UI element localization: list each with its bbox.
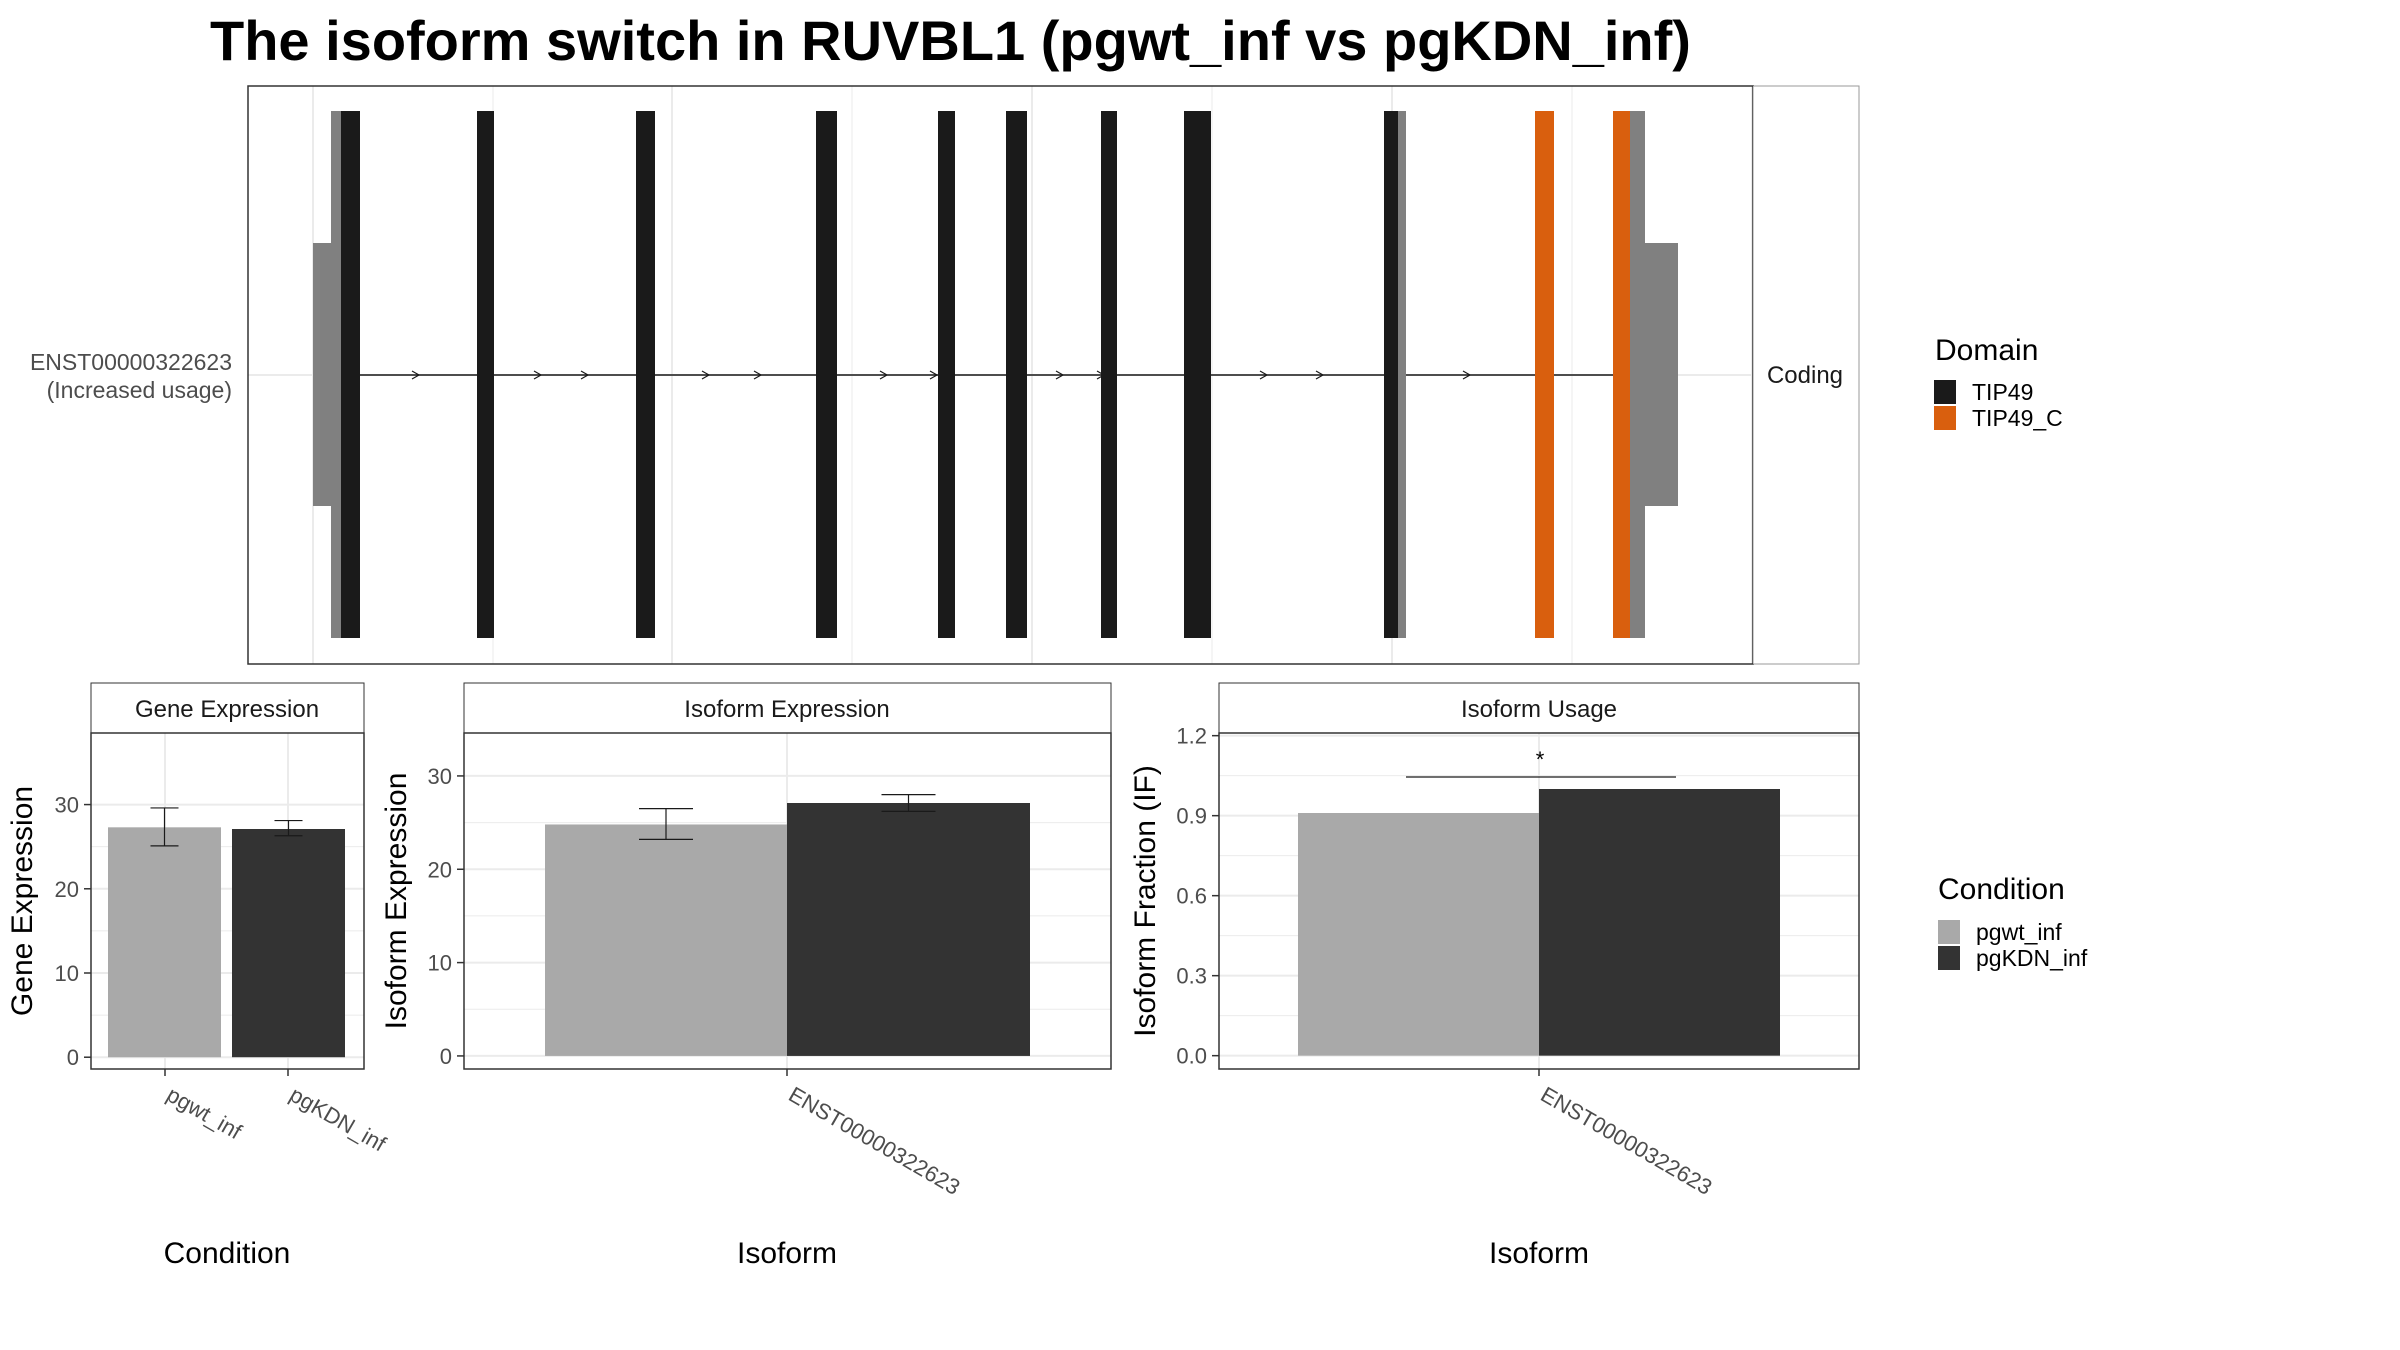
isoform-usage-y-title: Isoform Fraction (IF) xyxy=(1129,765,1162,1037)
intron-direction-arrow xyxy=(411,370,421,380)
intron-direction-arrow xyxy=(879,370,889,380)
utr-block-5prime xyxy=(313,243,333,506)
gene-expression-panel: Gene Expression 0 10 20 30 pgwt_inf pgKDN_in… xyxy=(6,682,391,1270)
exon-tip49-c xyxy=(1613,111,1630,638)
y-tick-label: 0.6 xyxy=(1176,884,1207,909)
legend-swatch-tip49-c xyxy=(1934,406,1956,430)
legend-label-pgwt-inf: pgwt_inf xyxy=(1976,919,2062,945)
isoform-usage-strip-label: Isoform Usage xyxy=(1461,696,1617,723)
exon-tip49 xyxy=(1006,111,1027,638)
intron-direction-arrow xyxy=(1462,370,1472,380)
exon-utr-part xyxy=(1398,111,1406,638)
domain-legend-title: Domain xyxy=(1935,334,2038,367)
isoform-usage-panel: Isoform Usage * 0.0 0.3 0.6 0.9 1.2 ENST0000… xyxy=(1129,682,1860,1270)
gene-expression-y-title: Gene Expression xyxy=(6,786,39,1016)
intron-direction-arrow xyxy=(701,370,711,380)
isoform-expression-strip xyxy=(463,682,1112,734)
isoform-usage-strip xyxy=(1218,682,1860,734)
isoform-usage-x-ticks: ENST00000322623 xyxy=(1537,1069,1717,1200)
isoform-usage-bars xyxy=(1298,789,1780,1056)
gene-expression-strip-label: Gene Expression xyxy=(135,696,319,723)
legend-label-tip49: TIP49 xyxy=(1972,379,2033,405)
legend-label-tip49-c: TIP49_C xyxy=(1972,405,2063,431)
significance-star: * xyxy=(1536,747,1545,772)
bar-pgkdn-inf xyxy=(1539,789,1780,1056)
exon-tip49 xyxy=(938,111,955,638)
y-tick-label: 10 xyxy=(55,961,79,986)
gene-expression-plot-border xyxy=(90,732,365,1070)
isoform-expression-strip-label: Isoform Expression xyxy=(684,696,889,723)
exon-tip49 xyxy=(477,111,494,638)
isoform-expression-y-title: Isoform Expression xyxy=(380,773,413,1030)
coding-facet-strip xyxy=(1752,85,1860,665)
y-tick-label: 20 xyxy=(428,857,452,882)
intron-arrows xyxy=(411,370,1472,380)
y-tick-label: 20 xyxy=(55,877,79,902)
isoform-usage-x-title: Isoform xyxy=(1489,1237,1589,1270)
legend-swatch-pgkdn-inf xyxy=(1938,946,1960,970)
gene-expression-strip xyxy=(90,682,365,734)
exon-tip49 xyxy=(1184,111,1211,638)
isoform-expression-x-title: Isoform xyxy=(737,1237,837,1270)
x-tick-label: pgwt_inf xyxy=(163,1082,247,1145)
exon-tip49 xyxy=(1101,111,1117,638)
exon-tip49 xyxy=(341,111,360,638)
isoform-expression-panel: Isoform Expression 0 10 20 30 ENST000003226… xyxy=(380,682,1112,1270)
exon-tip49-c xyxy=(1535,111,1554,638)
exon-blocks xyxy=(313,111,1678,638)
isoform-expression-y-ticks: 0 10 20 30 xyxy=(428,764,464,1069)
y-tick-label: 0.9 xyxy=(1176,804,1207,829)
condition-legend-title: Condition xyxy=(1938,873,2065,906)
intron-direction-arrow xyxy=(1055,370,1065,380)
intron-direction-arrow xyxy=(580,370,590,380)
legend-swatch-tip49 xyxy=(1934,380,1956,404)
exon-utr-part xyxy=(331,111,341,638)
transcript-structure-panel: Coding ENST00000322623 (Increased usage) xyxy=(30,85,1860,665)
intron-direction-arrow xyxy=(533,370,543,380)
exon-tip49 xyxy=(816,111,837,638)
y-tick-label: 30 xyxy=(428,764,452,789)
y-tick-label: 0 xyxy=(67,1045,79,1070)
y-tick-label: 0.0 xyxy=(1176,1044,1207,1069)
intron-direction-arrow xyxy=(1315,370,1325,380)
bar-pgkdn-inf xyxy=(232,829,345,1058)
intron-direction-arrow xyxy=(1259,370,1269,380)
figure-title: The isoform switch in RUVBL1 (pgwt_inf v… xyxy=(210,9,1691,72)
gene-expression-bars xyxy=(108,807,345,1058)
gene-expression-y-ticks: 0 10 20 30 xyxy=(55,793,91,1070)
y-tick-label: 0.3 xyxy=(1176,964,1207,989)
condition-legend: Condition pgwt_inf pgKDN_inf xyxy=(1938,873,2088,971)
y-tick-label: 30 xyxy=(55,793,79,818)
exon-tip49 xyxy=(636,111,655,638)
exon-tip49 xyxy=(1384,111,1398,638)
exon-utr-part xyxy=(1630,111,1645,638)
domain-legend: Domain TIP49 TIP49_C xyxy=(1934,334,2063,431)
y-tick-label: 10 xyxy=(428,951,452,976)
bar-pgkdn-inf xyxy=(787,803,1030,1056)
coding-facet-label: Coding xyxy=(1767,362,1843,389)
isoform-usage-label: (Increased usage) xyxy=(47,377,232,403)
bar-pgwt-inf xyxy=(108,827,221,1058)
isoform-expression-bars xyxy=(545,793,1030,1056)
isoform-id-label: ENST00000322623 xyxy=(30,349,232,375)
isoform-expression-x-ticks: ENST00000322623 xyxy=(785,1069,965,1200)
legend-swatch-pgwt-inf xyxy=(1938,920,1960,944)
bar-pgwt-inf xyxy=(545,824,787,1056)
y-tick-label: 0 xyxy=(440,1044,452,1069)
gene-expression-x-title: Condition xyxy=(164,1237,291,1270)
gene-expression-x-ticks: pgwt_inf pgKDN_inf xyxy=(163,1069,391,1157)
x-tick-label: ENST00000322623 xyxy=(1537,1082,1717,1200)
isoform-usage-y-ticks: 0.0 0.3 0.6 0.9 1.2 xyxy=(1176,724,1219,1069)
intron-direction-arrow xyxy=(929,370,939,380)
bar-pgwt-inf xyxy=(1298,813,1539,1056)
intron-direction-arrow xyxy=(753,370,763,380)
x-tick-label: ENST00000322623 xyxy=(785,1082,965,1200)
x-tick-label: pgKDN_inf xyxy=(286,1082,391,1157)
y-tick-label: 1.2 xyxy=(1176,724,1207,749)
legend-label-pgkdn-inf: pgKDN_inf xyxy=(1976,945,2088,971)
